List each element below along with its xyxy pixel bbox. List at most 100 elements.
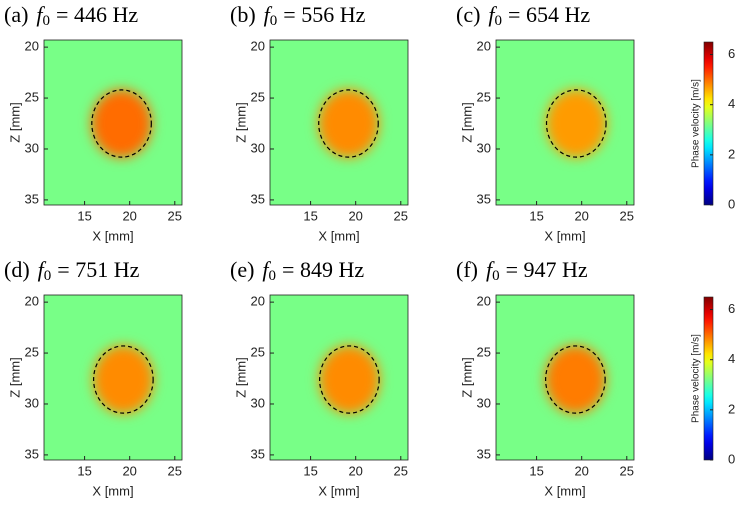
x-tick-label: 25 <box>620 208 634 223</box>
y-axis-label: Z [mm] <box>233 357 248 397</box>
inclusion-boundary <box>545 345 606 414</box>
field <box>44 40 182 205</box>
frequency-subscript: 0 <box>43 13 51 29</box>
inclusion-field <box>93 345 154 414</box>
y-axis-label: Z [mm] <box>459 102 474 142</box>
colorbar-tick-label: 0 <box>728 451 735 466</box>
y-axis-label: Z [mm] <box>233 102 248 142</box>
x-tick-label: 15 <box>303 463 317 478</box>
y-tick-label: 20 <box>25 39 39 54</box>
frequency-value: = 849 Hz <box>282 257 364 282</box>
frequency-symbol: f <box>488 2 497 27</box>
frequency-value: = 556 Hz <box>283 2 365 27</box>
panel-label: (b) <box>230 2 256 27</box>
inclusion-boundary <box>93 345 154 414</box>
y-tick-label: 35 <box>25 446 39 461</box>
frequency-value: = 446 Hz <box>56 2 138 27</box>
x-tick-label: 20 <box>122 463 136 478</box>
y-tick-label: 25 <box>477 344 491 359</box>
y-tick-label: 30 <box>477 140 491 155</box>
frequency-symbol: f <box>38 257 47 282</box>
panel-title: (f) f0 = 947 Hz <box>456 257 588 284</box>
y-axis-label: Z [mm] <box>7 357 22 397</box>
colorbar-tick-label: 6 <box>728 301 735 316</box>
frequency-subscript: 0 <box>270 13 278 29</box>
y-tick-label: 25 <box>25 344 39 359</box>
x-tick-label: 25 <box>620 463 634 478</box>
frequency-value: = 751 Hz <box>57 257 139 282</box>
y-tick-label: 35 <box>477 446 491 461</box>
panel: (b) f0 = 556 Hz 15 20 25 20 25 30 35 X [mm] Z [mm] <box>230 2 409 243</box>
frequency-subscript: 0 <box>44 268 52 284</box>
x-axis-label: X [mm] <box>92 228 133 243</box>
frequency-symbol: f <box>262 257 271 282</box>
y-tick-label: 30 <box>477 395 491 410</box>
panel-title: (d) f0 = 751 Hz <box>4 257 140 284</box>
y-tick-label: 30 <box>25 395 39 410</box>
panel-label: (f) <box>456 257 478 282</box>
inclusion-boundary <box>545 89 607 158</box>
x-tick-label: 15 <box>303 208 317 223</box>
y-tick-label: 35 <box>477 191 491 206</box>
inclusion-field <box>545 89 607 158</box>
panel-title: (e) f0 = 849 Hz <box>230 257 364 284</box>
field <box>496 295 634 460</box>
x-tick-label: 20 <box>122 208 136 223</box>
y-tick-label: 20 <box>251 39 265 54</box>
y-axis-label: Z [mm] <box>459 357 474 397</box>
colorbar-tick-label: 2 <box>728 401 735 416</box>
panel: (d) f0 = 751 Hz 15 20 25 20 25 30 35 X [mm] Z [mm] <box>4 257 183 498</box>
y-tick-label: 35 <box>25 191 39 206</box>
inclusion-boundary <box>318 89 379 158</box>
frequency-symbol: f <box>36 2 45 27</box>
plot-frame <box>43 39 183 206</box>
x-tick-label: 20 <box>574 208 588 223</box>
inclusion-field <box>319 345 380 414</box>
y-tick-label: 25 <box>251 89 265 104</box>
x-tick-label: 25 <box>168 208 182 223</box>
y-tick-label: 30 <box>251 140 265 155</box>
frequency-subscript: 0 <box>495 13 503 29</box>
field <box>270 40 408 205</box>
panel-label: (d) <box>4 257 30 282</box>
y-tick-label: 20 <box>477 294 491 309</box>
inclusion-boundary <box>319 345 380 414</box>
x-tick-label: 20 <box>574 463 588 478</box>
panel-title: (c) f0 = 654 Hz <box>456 2 590 29</box>
x-tick-label: 20 <box>348 463 362 478</box>
inclusion-field <box>545 345 606 414</box>
y-tick-label: 25 <box>477 89 491 104</box>
x-axis-label: X [mm] <box>318 483 359 498</box>
plot-frame <box>495 294 635 461</box>
x-tick-label: 25 <box>168 463 182 478</box>
colorbar-tick-label: 4 <box>728 96 735 111</box>
panel-label: (c) <box>456 2 480 27</box>
x-tick-label: 25 <box>394 208 408 223</box>
y-tick-label: 20 <box>251 294 265 309</box>
y-tick-label: 30 <box>25 140 39 155</box>
plot-frame <box>269 294 409 461</box>
inclusion-boundary <box>91 89 152 158</box>
panel-label: (e) <box>230 257 254 282</box>
y-tick-label: 20 <box>477 39 491 54</box>
x-axis-label: X [mm] <box>318 228 359 243</box>
frequency-subscript: 0 <box>492 268 500 284</box>
x-axis-label: X [mm] <box>544 483 585 498</box>
x-tick-label: 20 <box>348 208 362 223</box>
panel: (a) f0 = 446 Hz 15 20 25 20 25 30 35 X [mm] Z [mm] <box>4 2 183 243</box>
frequency-value: = 654 Hz <box>508 2 590 27</box>
plot-frame <box>495 39 635 206</box>
y-tick-label: 35 <box>251 446 265 461</box>
frequency-symbol: f <box>486 257 495 282</box>
x-axis-label: X [mm] <box>92 483 133 498</box>
plot-frame <box>269 39 409 206</box>
panel-title: (b) f0 = 556 Hz <box>230 2 366 29</box>
frequency-symbol: f <box>264 2 273 27</box>
x-tick-label: 25 <box>394 463 408 478</box>
colorbar-label: Phase velocity [m/s] <box>691 334 702 423</box>
plot-frame <box>43 294 183 461</box>
x-axis-label: X [mm] <box>544 228 585 243</box>
